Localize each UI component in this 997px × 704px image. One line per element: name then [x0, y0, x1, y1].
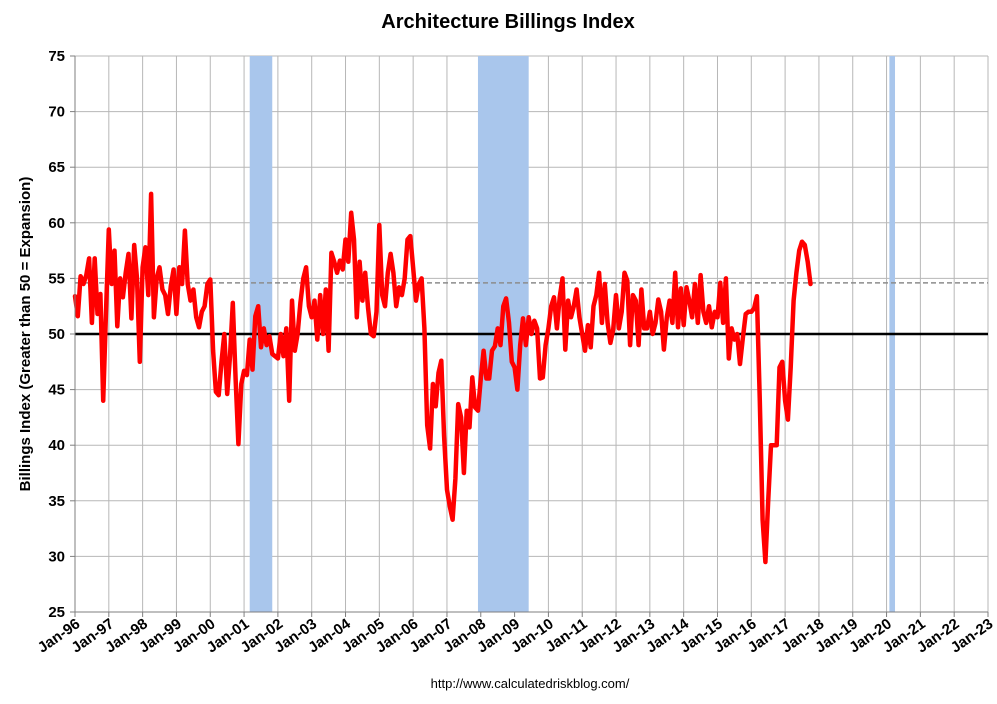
y-tick-label: 70 — [48, 104, 65, 121]
y-tick-label: 40 — [48, 437, 65, 454]
y-tick-label: 35 — [48, 493, 65, 510]
y-tick-label: 60 — [48, 215, 65, 232]
y-tick-label: 50 — [48, 326, 65, 343]
chart-title: Architecture Billings Index — [381, 11, 634, 33]
y-axis-label: Billings Index (Greater than 50 = Expans… — [17, 177, 34, 492]
source-url: http://www.calculatedriskblog.com/ — [431, 676, 630, 691]
y-tick-label: 55 — [48, 270, 65, 287]
y-tick-label: 65 — [48, 159, 65, 176]
y-tick-label: 45 — [48, 382, 65, 399]
y-tick-label: 25 — [48, 604, 65, 621]
abi-series-line — [72, 191, 813, 565]
y-tick-label: 30 — [48, 548, 65, 565]
series-layer — [72, 191, 813, 565]
y-tick-label: 75 — [48, 48, 65, 65]
